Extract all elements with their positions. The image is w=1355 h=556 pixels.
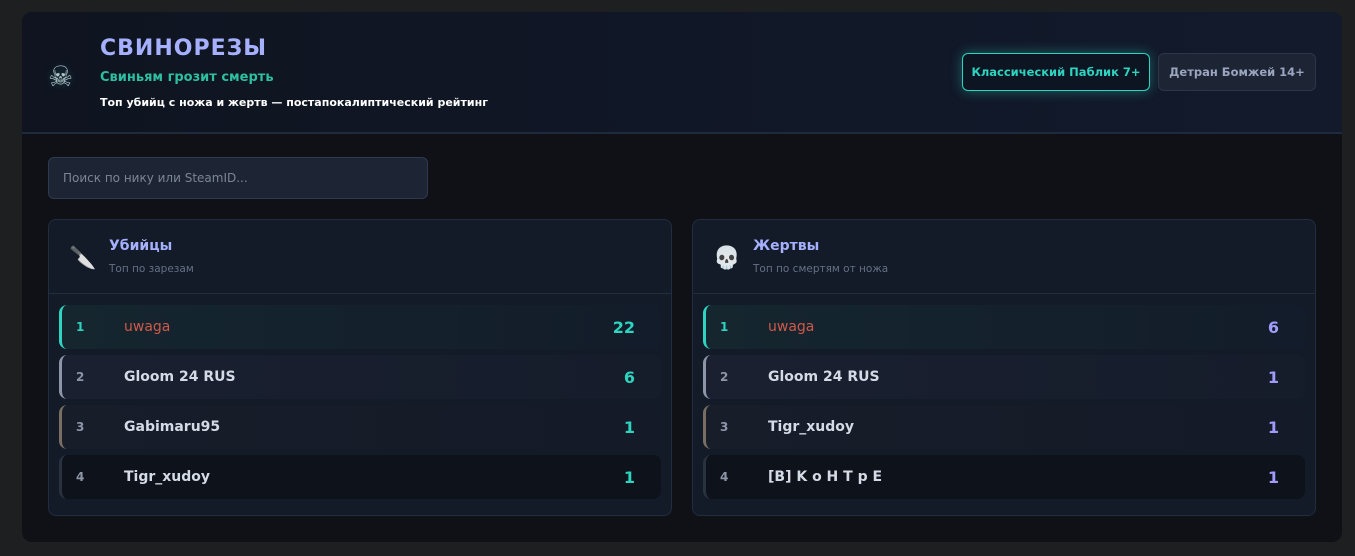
leaderboard-row[interactable]: 2 Gloom 24 RUS 6 xyxy=(59,355,661,399)
page-subtitle: Свиньям грозит смерть xyxy=(100,70,274,85)
score: 1 xyxy=(1267,467,1279,487)
panel-subtitle: Топ по зарезам xyxy=(109,263,194,275)
panel-title: Жертвы xyxy=(753,238,820,254)
panel-header: 🔪 Убийцы Топ по зарезам xyxy=(49,220,671,294)
rank: 3 xyxy=(76,420,85,434)
score: 6 xyxy=(623,367,635,387)
leaderboard-row[interactable]: 2 Gloom 24 RUS 1 xyxy=(703,355,1305,399)
player-name: Gloom 24 RUS xyxy=(768,369,880,385)
player-name: [B] K o H T p E xyxy=(768,469,883,485)
knife-icon: 🔪 xyxy=(69,246,97,271)
rank: 3 xyxy=(720,420,729,434)
rank: 1 xyxy=(720,320,729,334)
score: 6 xyxy=(1267,317,1279,337)
player-name: Tigr_xudoy xyxy=(124,469,211,485)
server-button-classic[interactable]: Классический Паблик 7+ xyxy=(962,53,1150,91)
page-title: СВИНОРЕЗЫ xyxy=(100,36,268,61)
leaderboard-row[interactable]: 1 uwaga 6 xyxy=(703,305,1305,349)
panel-subtitle: Топ по смертям от ножа xyxy=(753,263,889,275)
rank: 2 xyxy=(720,370,729,384)
score: 1 xyxy=(623,467,635,487)
score: 1 xyxy=(623,417,635,437)
leaderboard-row[interactable]: 3 Gabimaru95 1 xyxy=(59,405,661,449)
player-name: Tigr_xudoy xyxy=(768,419,855,435)
panel-title: Убийцы xyxy=(109,238,173,254)
player-name: Gloom 24 RUS xyxy=(124,369,236,385)
score: 1 xyxy=(1267,417,1279,437)
player-name: uwaga xyxy=(768,319,815,335)
app-window: ☠ СВИНОРЕЗЫ Свиньям грозит смерть Топ уб… xyxy=(22,12,1342,542)
player-name: uwaga xyxy=(124,319,171,335)
score: 22 xyxy=(612,317,635,337)
victims-panel: 💀 Жертвы Топ по смертям от ножа 1 uwaga 6 2… xyxy=(692,219,1316,516)
leaderboard-row[interactable]: 4 [B] K o H T p E 1 xyxy=(703,455,1305,499)
panel-header: 💀 Жертвы Топ по смертям от ножа xyxy=(693,220,1315,294)
page-description: Топ убийц с ножа и жертв — постапокалипт… xyxy=(100,96,488,109)
rank: 1 xyxy=(76,320,85,334)
leaderboard-row[interactable]: 1 uwaga 22 xyxy=(59,305,661,349)
header: ☠ СВИНОРЕЗЫ Свиньям грозит смерть Топ уб… xyxy=(22,12,1342,134)
rank: 4 xyxy=(76,470,85,484)
search-input[interactable] xyxy=(48,157,428,199)
skull-icon: 💀 xyxy=(713,246,741,271)
leaderboard-row[interactable]: 4 Tigr_xudoy 1 xyxy=(59,455,661,499)
skull-crossbones-icon: ☠ xyxy=(48,60,74,93)
rank: 4 xyxy=(720,470,729,484)
server-button-detran[interactable]: Детран Бомжей 14+ xyxy=(1158,53,1316,91)
killers-panel: 🔪 Убийцы Топ по зарезам 1 uwaga 22 2 Gloom 2… xyxy=(48,219,672,516)
leaderboard-row[interactable]: 3 Tigr_xudoy 1 xyxy=(703,405,1305,449)
player-name: Gabimaru95 xyxy=(124,419,221,435)
score: 1 xyxy=(1267,367,1279,387)
rank: 2 xyxy=(76,370,85,384)
